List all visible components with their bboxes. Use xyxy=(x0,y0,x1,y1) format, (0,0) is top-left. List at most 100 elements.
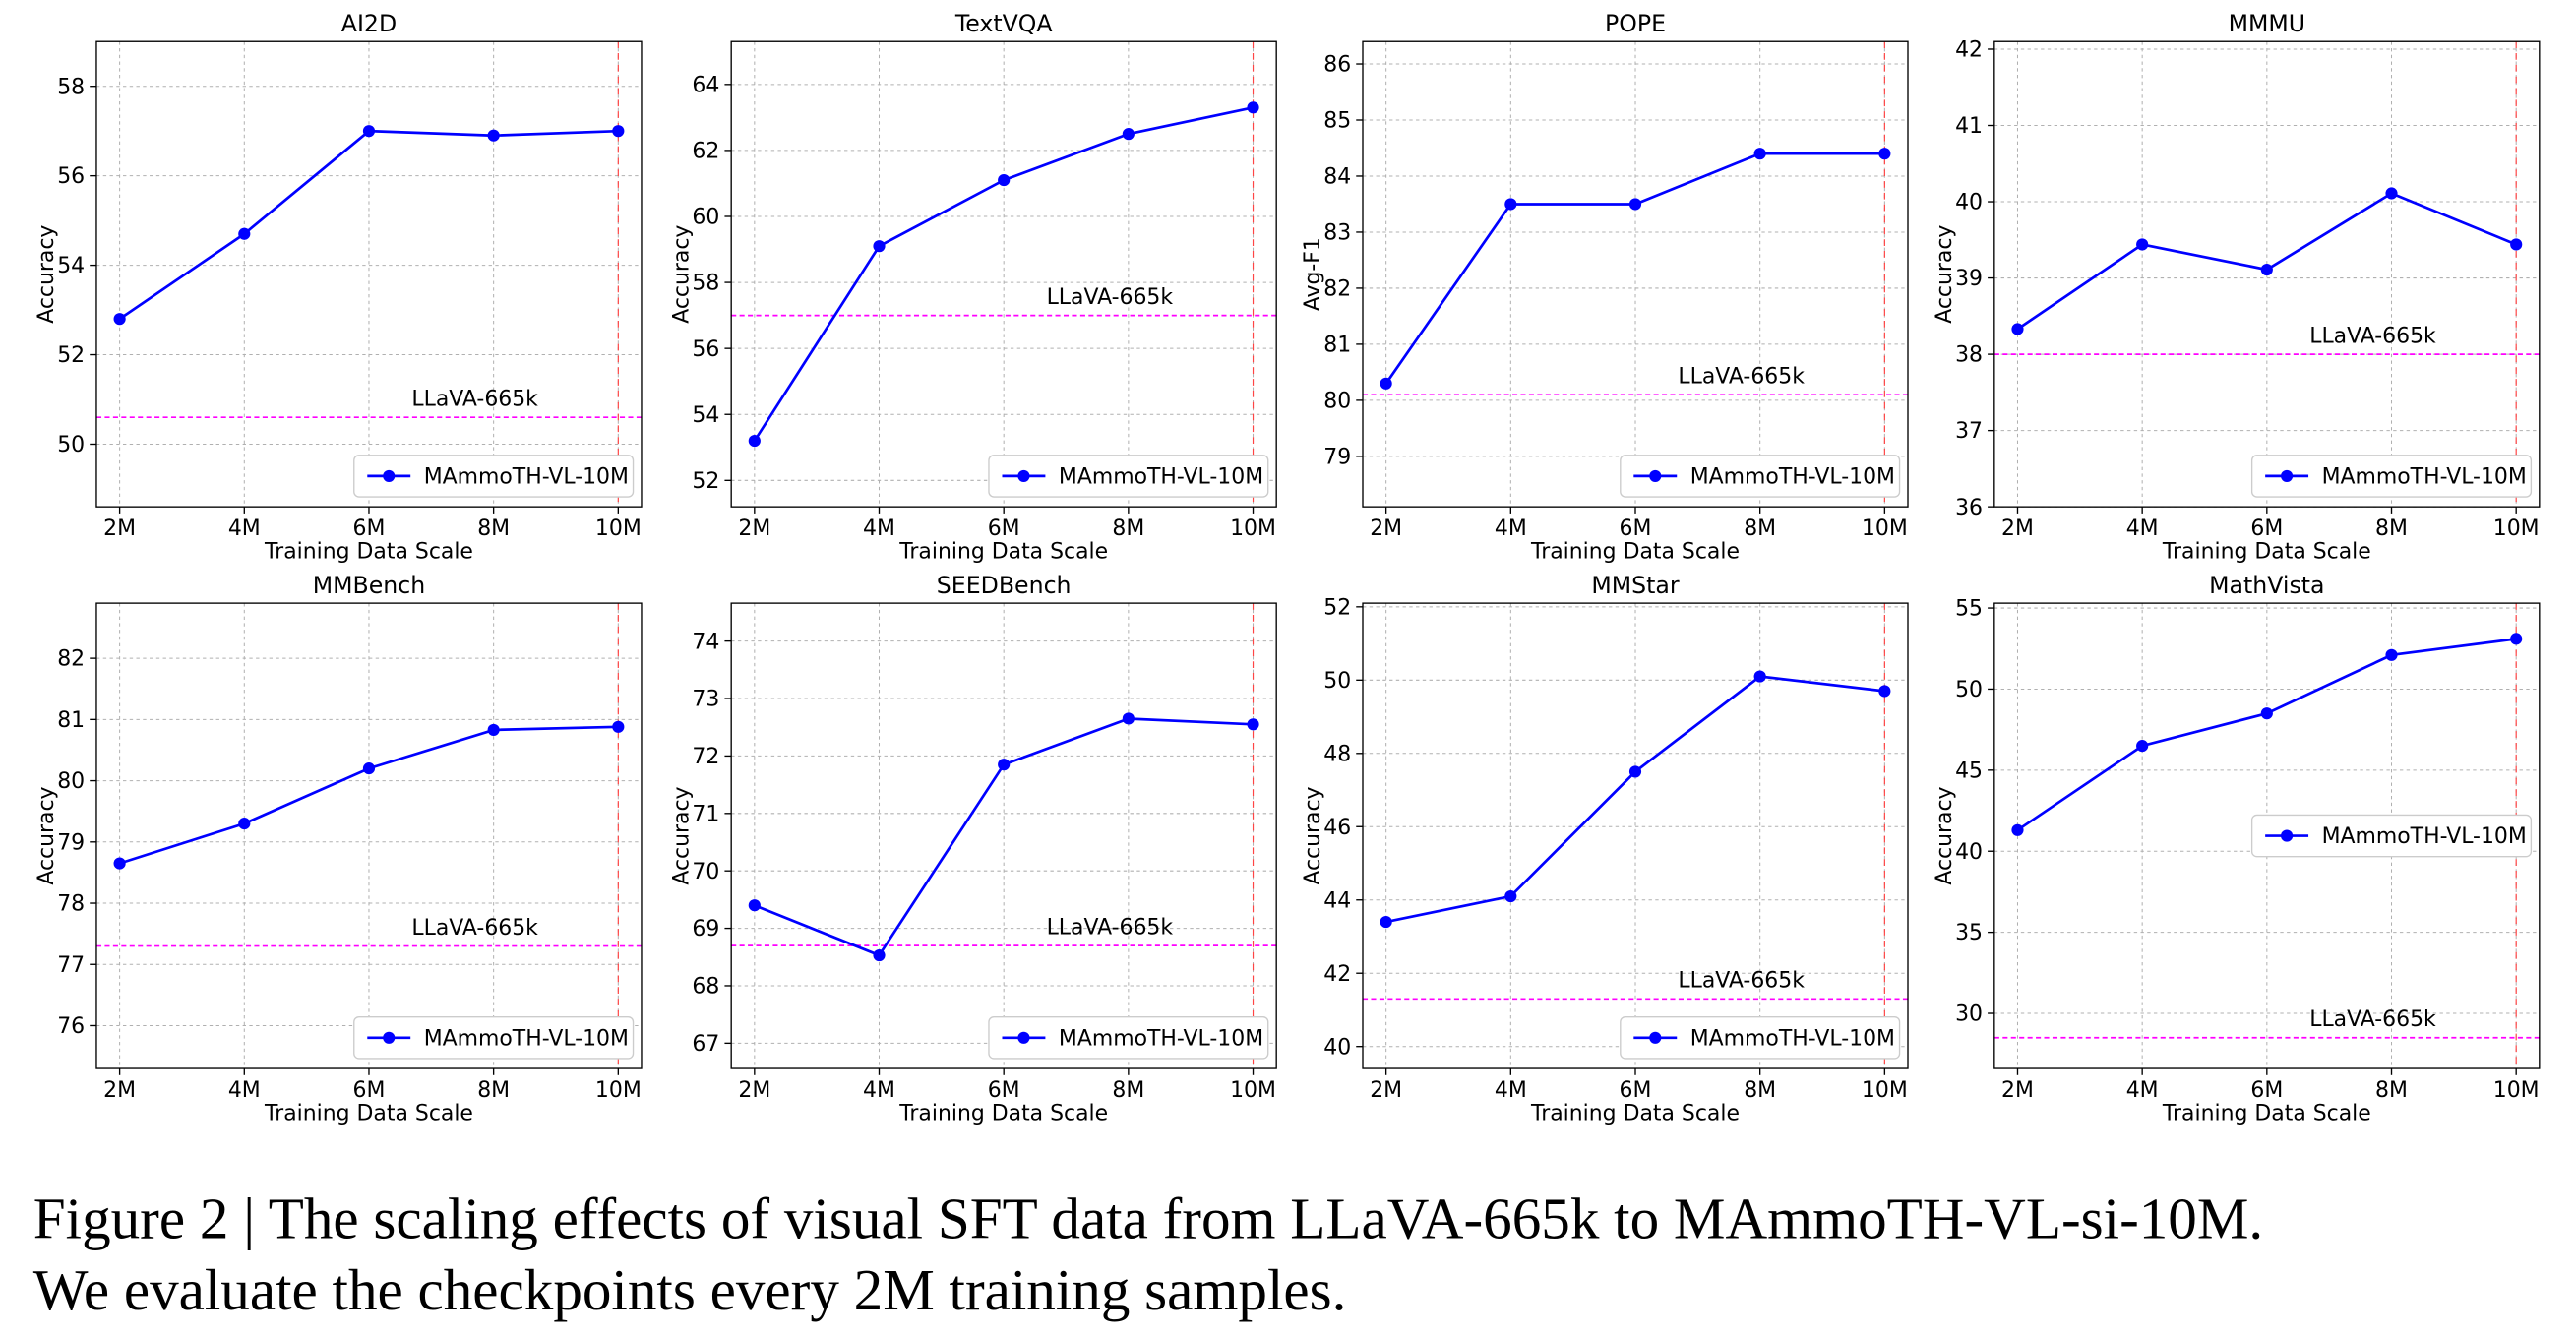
y-tick-label: 52 xyxy=(692,469,719,494)
x-tick-label: 8M xyxy=(1112,517,1144,541)
y-tick-label: 35 xyxy=(1955,921,1983,945)
y-axis-label: Accuracy xyxy=(34,786,59,884)
legend-marker xyxy=(2281,469,2294,482)
subplot: TextVQA 52 54 56 58 60 62 64 2M 4M 6M 8M 10M LLaVA-66… xyxy=(669,10,1277,565)
x-tick-label: 2M xyxy=(738,517,770,541)
x-tick-label: 10M xyxy=(1862,517,1908,541)
legend-box xyxy=(2250,455,2533,498)
y-tick-label: 73 xyxy=(692,688,719,712)
legend-box xyxy=(353,455,635,498)
y-tick-label: 70 xyxy=(692,860,719,884)
y-tick-label: 82 xyxy=(57,647,85,672)
x-tick-label: 8M xyxy=(477,1078,510,1103)
x-tick-label: 2M xyxy=(2001,1078,2034,1103)
x-tick-label: 8M xyxy=(1112,1078,1144,1103)
x-tick-label: 6M xyxy=(988,1078,1020,1103)
axes-frame xyxy=(1362,602,1909,1069)
point xyxy=(1380,377,1392,390)
y-tick-label: 71 xyxy=(692,802,719,826)
baseline-label: LLaVA-665k xyxy=(411,916,538,941)
baseline-label: LLaVA-665k xyxy=(1678,968,1805,993)
point xyxy=(2385,187,2398,200)
subplot-title: POPE xyxy=(1605,10,1666,37)
y-tick-label: 42 xyxy=(1955,38,1983,63)
y-tick-label: 72 xyxy=(692,745,719,769)
legend-label: MAmmoTH-VL-10M xyxy=(424,465,629,490)
point xyxy=(238,818,251,830)
y-tick-label: 37 xyxy=(1955,419,1983,444)
x-tick-label: 4M xyxy=(1495,1078,1527,1103)
baseline-label: LLaVA-665k xyxy=(1047,915,1174,940)
legend-marker xyxy=(383,1031,396,1044)
subplot-title: MMStar xyxy=(1591,572,1680,599)
y-tick-label: 77 xyxy=(57,953,85,978)
baseline-label: LLaVA-665k xyxy=(411,387,538,411)
y-tick-label: 52 xyxy=(57,343,85,368)
point xyxy=(998,174,1011,187)
x-tick-label: 6M xyxy=(988,517,1020,541)
y-tick-label: 40 xyxy=(1323,1035,1351,1060)
y-tick-label: 85 xyxy=(1323,109,1351,134)
legend-label: MAmmoTH-VL-10M xyxy=(1690,1026,1895,1051)
legend-marker xyxy=(1649,469,1662,482)
y-tick-label: 45 xyxy=(1955,759,1983,783)
y-tick-label: 79 xyxy=(1323,445,1351,469)
y-tick-label: 60 xyxy=(692,206,719,230)
point xyxy=(998,759,1011,771)
y-tick-label: 58 xyxy=(692,272,719,296)
y-tick-label: 62 xyxy=(692,140,719,164)
point xyxy=(1247,718,1259,731)
legend-marker xyxy=(1017,1031,1030,1044)
subplot: POPE 79 80 81 82 83 84 85 86 2M 4M 6M 8M 10M LLaVA-665… xyxy=(1301,10,1909,565)
point xyxy=(1122,128,1135,141)
legend-marker xyxy=(383,469,396,482)
point xyxy=(748,434,761,448)
subplot-title: SEEDBench xyxy=(937,572,1072,599)
point xyxy=(1504,889,1517,903)
axes-frame xyxy=(730,602,1277,1069)
x-tick-label: 4M xyxy=(863,517,895,541)
x-axis-label: Training Data Scale xyxy=(2162,540,2371,565)
point xyxy=(487,129,500,142)
y-tick-label: 44 xyxy=(1323,888,1351,913)
x-tick-label: 6M xyxy=(1620,1078,1652,1103)
y-tick-label: 46 xyxy=(1323,816,1351,840)
point xyxy=(362,762,376,775)
y-axis-label: Accuracy xyxy=(1301,786,1325,884)
point xyxy=(1878,685,1891,698)
x-tick-label: 10M xyxy=(595,1078,642,1103)
point xyxy=(2011,823,2024,836)
x-axis-label: Training Data Scale xyxy=(1530,540,1740,565)
x-tick-label: 4M xyxy=(2126,517,2159,541)
y-tick-label: 50 xyxy=(57,433,85,457)
series-line xyxy=(2016,638,2517,831)
y-tick-label: 58 xyxy=(57,75,85,99)
x-axis-label: Training Data Scale xyxy=(264,540,473,565)
x-tick-label: 8M xyxy=(2375,1078,2408,1103)
legend-label: MAmmoTH-VL-10M xyxy=(1059,465,1263,490)
x-tick-label: 8M xyxy=(2375,517,2408,541)
y-tick-label: 48 xyxy=(1323,742,1351,766)
y-tick-label: 83 xyxy=(1323,221,1351,246)
x-tick-label: 8M xyxy=(477,517,510,541)
caption-line: Figure 2 | The scaling effects of visual… xyxy=(33,1186,2263,1250)
axes-frame xyxy=(95,40,643,508)
point xyxy=(612,720,625,733)
legend-box xyxy=(353,1016,635,1060)
subplot-title: MMMU xyxy=(2229,10,2305,37)
point xyxy=(113,313,126,326)
y-tick-label: 41 xyxy=(1955,114,1983,139)
y-tick-label: 80 xyxy=(57,769,85,794)
subplot: MMStar 40 42 44 46 48 50 52 2M 4M 6M 8M 10M LLaVA-665… xyxy=(1301,572,1909,1125)
point xyxy=(362,125,376,138)
point xyxy=(2136,740,2149,753)
y-tick-label: 68 xyxy=(692,975,719,1000)
y-tick-label: 81 xyxy=(1323,334,1351,358)
x-axis-label: Training Data Scale xyxy=(898,1101,1108,1125)
point xyxy=(2510,238,2523,251)
point xyxy=(238,227,251,240)
y-tick-label: 80 xyxy=(1323,389,1351,413)
point xyxy=(1753,670,1766,683)
y-tick-label: 84 xyxy=(1323,165,1351,190)
